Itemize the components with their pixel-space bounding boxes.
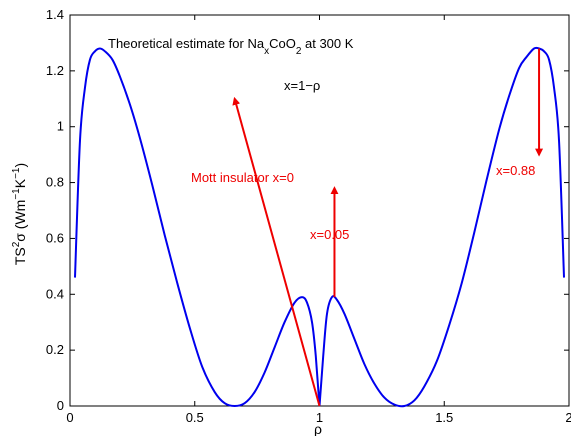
x005-annotation: x=0.05 <box>310 227 349 242</box>
y-tick-label: 1.2 <box>46 63 64 78</box>
tick-labels: 0 0.5 1 1.5 2 0 0.2 0.4 0.6 0.8 1 1.2 1.4 <box>46 7 571 425</box>
y-label-part4: ) <box>12 163 28 168</box>
mott-annotation: Mott insulator x=0 <box>191 170 294 185</box>
title-sub-2: 2 <box>296 46 302 57</box>
y-label-sup3: −1 <box>11 167 22 179</box>
title-sub-x: x <box>264 46 269 57</box>
x-tick-label: 1 <box>316 410 323 425</box>
title-mid: CoO <box>269 36 296 51</box>
y-tick-label: 0.4 <box>46 286 64 301</box>
x-tick-label: 0.5 <box>186 410 204 425</box>
x-tick-label: 2 <box>565 410 571 425</box>
y-label-sup2: −1 <box>11 188 22 200</box>
x-tick-label: 0 <box>66 410 73 425</box>
y-tick-label: 1.4 <box>46 7 64 22</box>
y-axis-label: TS2σ (Wm−1K−1) <box>11 163 28 265</box>
y-tick-label: 0.2 <box>46 342 64 357</box>
relation-annotation: x=1−ρ <box>284 78 320 93</box>
y-label-part1: TS <box>12 247 28 265</box>
annotation-arrow <box>232 96 321 407</box>
plot-area <box>69 14 570 407</box>
x-axis-label: ρ <box>314 421 322 436</box>
y-label-sup1: 2 <box>11 241 22 247</box>
x-tick-label: 1.5 <box>435 410 453 425</box>
axis-ticks <box>69 14 570 407</box>
y-tick-label: 0.6 <box>46 230 64 245</box>
title-pre: Theoretical estimate for Na <box>108 36 265 51</box>
title-post: at 300 K <box>301 36 353 51</box>
y-tick-label: 0.8 <box>46 175 64 190</box>
annotation-arrows <box>232 48 544 407</box>
x088-annotation: x=0.88 <box>496 163 535 178</box>
y-label-part2: σ (Wm <box>12 200 28 242</box>
y-tick-label: 0 <box>57 398 64 413</box>
y-tick-label: 1 <box>57 119 64 134</box>
title-annotation: Theoretical estimate for NaxCoO2 at 300 … <box>108 36 354 57</box>
y-label-part3: K <box>12 178 28 188</box>
plot-frame <box>69 14 570 407</box>
